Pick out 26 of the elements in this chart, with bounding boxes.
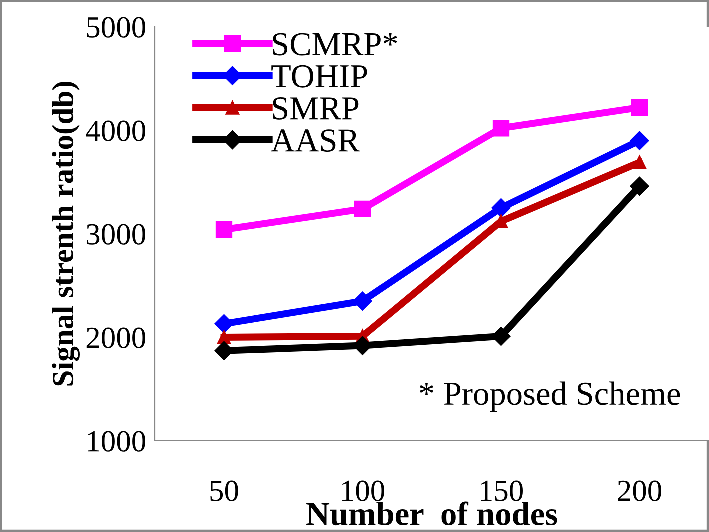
y-tick-label: 5000 (87, 17, 146, 38)
point (216, 222, 233, 238)
annotation: * Proposed Scheme (420, 382, 680, 412)
y-tick-label: 3000 (87, 224, 146, 245)
x-axis-title: Number of nodes (306, 502, 558, 526)
x-tick-label: 100 (342, 480, 384, 502)
point (492, 198, 511, 218)
y-tick-label: 2000 (86, 328, 146, 348)
y-tick-label: 1000 (88, 431, 146, 452)
x-tick-label: 150 (481, 480, 523, 502)
point (630, 176, 650, 196)
legend-label: SCMRP* (273, 33, 398, 56)
x-tick-label: 200 (618, 480, 662, 502)
point (354, 200, 372, 218)
y-axis-title: Signal strenth ratio(db) (52, 82, 80, 386)
point (631, 99, 648, 116)
y-tick-label: 4000 (86, 120, 146, 142)
x-tick-label: 50 (210, 480, 238, 502)
legend-label: AASR (271, 130, 360, 152)
point (214, 314, 234, 334)
point (630, 131, 650, 150)
legend-label: SMRP (273, 98, 359, 120)
point (353, 292, 372, 311)
point (632, 156, 647, 170)
point (492, 120, 510, 137)
legend-label: TOHIP (272, 65, 368, 88)
